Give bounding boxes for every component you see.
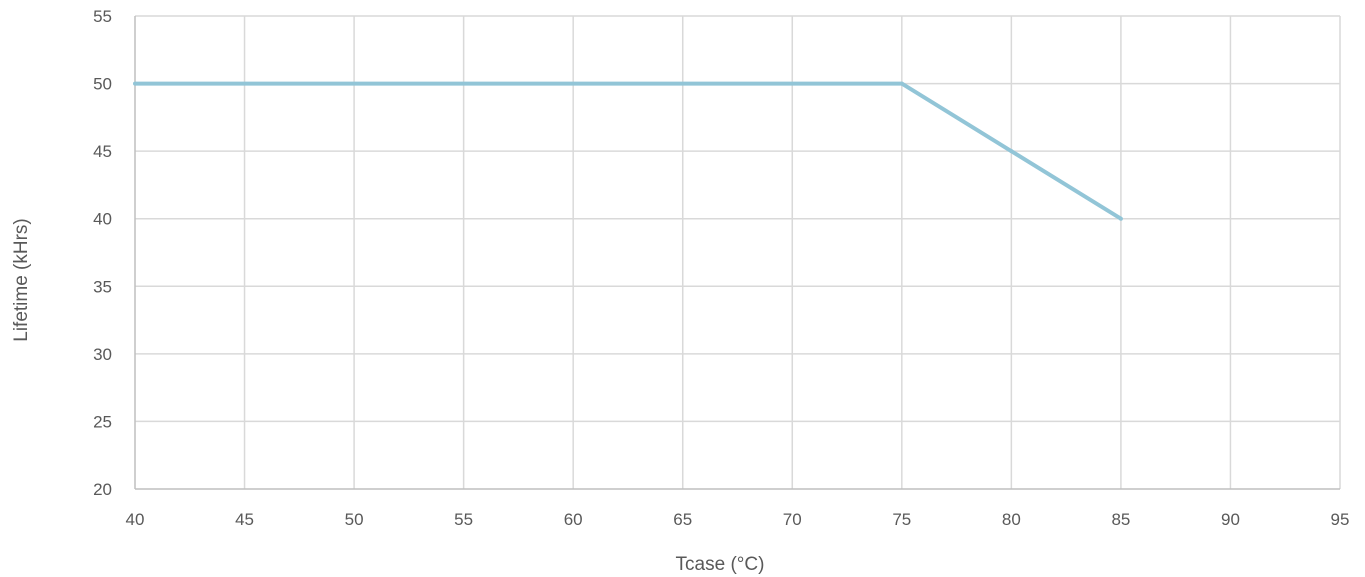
x-tick-label: 45 [235, 510, 254, 529]
y-tick-label: 45 [93, 142, 112, 161]
x-tick-label: 40 [126, 510, 145, 529]
x-tick-label: 70 [783, 510, 802, 529]
x-tick-label: 75 [892, 510, 911, 529]
axes [134, 16, 1340, 490]
x-tick-label: 95 [1331, 510, 1350, 529]
series [133, 81, 1123, 221]
x-tick-label: 50 [345, 510, 364, 529]
y-tick-label: 40 [93, 210, 112, 229]
x-tick-label: 55 [454, 510, 473, 529]
data-point [1009, 149, 1014, 154]
x-tick-label: 60 [564, 510, 583, 529]
x-axis-label: Tcase (°C) [676, 554, 765, 575]
data-point [133, 81, 137, 86]
y-tick-label: 50 [93, 75, 112, 94]
data-point [1118, 216, 1123, 221]
x-tick-label: 85 [1111, 510, 1130, 529]
x-tick-label: 80 [1002, 510, 1021, 529]
data-point [899, 81, 904, 86]
y-tick-label: 55 [93, 7, 112, 26]
y-tick-label: 30 [93, 345, 112, 364]
series-line [135, 81, 1122, 221]
x-tick-label: 65 [673, 510, 692, 529]
x-tick-labels: 40 45 50 55 60 65 70 75 80 85 90 95 [126, 510, 1350, 529]
y-tick-label: 20 [93, 480, 112, 499]
y-tick-labels: 20 25 30 35 40 45 50 55 [93, 7, 112, 499]
grid [135, 15, 1341, 489]
y-axis-label: Lifetime (kHrs) [11, 218, 32, 342]
y-tick-label: 35 [93, 277, 112, 296]
x-tick-label: 90 [1221, 510, 1240, 529]
y-tick-label: 25 [93, 412, 112, 431]
